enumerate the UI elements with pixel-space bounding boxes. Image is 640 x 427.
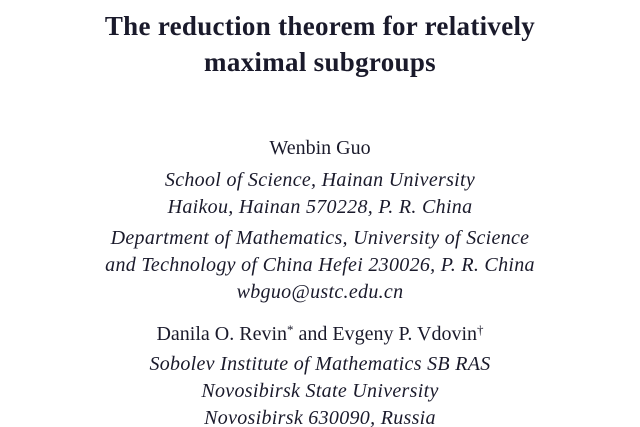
author1-affiliation2-line2: and Technology of China Hefei 230026, P.… [105, 254, 535, 276]
authors2-affiliation: Sobolev Institute of Mathematics SB RAS … [0, 351, 640, 427]
authors-connector: and [293, 323, 333, 345]
author1-affiliation-primary: School of Science, Hainan University Hai… [0, 167, 640, 221]
paper-title-line1: The reduction theorem for relatively [104, 11, 536, 41]
author3-name: Evgeny P. Vdovin [332, 323, 478, 345]
author1-name: Wenbin Guo [269, 137, 371, 159]
authors2-affiliation-line3: Novosibirsk 630090, Russia [204, 407, 436, 427]
authors2-affiliation-line1: Sobolev Institute of Mathematics SB RAS [149, 353, 491, 375]
author1-affiliation-line2: Haikou, Hainan 570228, P. R. China [167, 196, 473, 218]
author1-affiliation-line1: School of Science, Hainan University [164, 169, 476, 191]
authors2-affiliation-line2: Novosibirsk State University [201, 380, 439, 402]
author2-name: Danila O. Revin [156, 323, 287, 345]
author3-footnote-dagger: † [477, 322, 484, 337]
author1-affiliation-secondary: Department of Mathematics, University of… [0, 225, 640, 306]
author1-email: wbguo@ustc.edu.cn [236, 281, 404, 303]
author2-footnote-asterisk: * [287, 322, 294, 337]
author1-affiliation2-line1: Department of Mathematics, University of… [110, 227, 530, 249]
authors2-names: Danila O. Revin* and Evgeny P. Vdovin† [0, 322, 640, 346]
paper-title: The reduction theorem for relatively max… [0, 8, 640, 80]
paper-title-line2: maximal subgroups [204, 47, 436, 77]
